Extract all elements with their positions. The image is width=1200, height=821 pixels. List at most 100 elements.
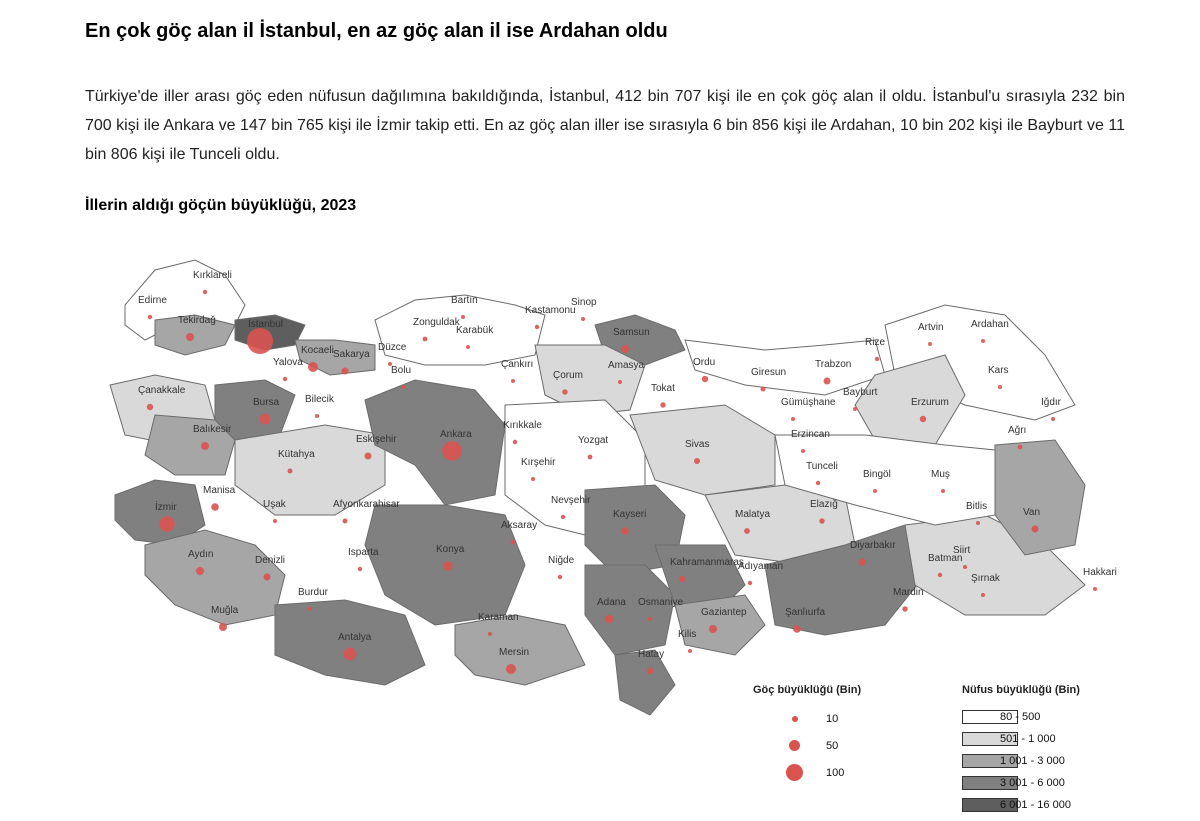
bubble-bitlis [976,521,980,525]
legend-bubble-100 [786,764,803,781]
bubble-balıkesir [201,442,209,450]
label-i-stanbul: İstanbul [248,317,283,330]
bubble-ankara [442,441,462,461]
label-siirt: Siirt [953,545,970,556]
bubble-tekirdağ [186,333,194,341]
bubble-şanlıurfa [793,625,801,633]
legend-swatch-3001-6000 [962,776,1018,790]
bubble-muş [941,489,945,493]
bubble-edirne [147,314,153,320]
bubble-trabzon [823,377,831,385]
label-ağrı: Ağrı [1008,425,1026,436]
turkey-province-map: Kırklareli Edirne Tekirdağ İstanbul Kocaeli S… [85,245,1135,725]
bubble-afyonkarahisar [342,518,348,524]
bubble-çorum [562,389,568,395]
bubble-yalova [282,376,288,382]
region-southeast-east [904,514,1086,616]
label-sinop: Sinop [571,297,597,308]
label-batman: Batman [928,553,962,564]
bubble-ağrı [1017,444,1023,450]
label-mersin: Mersin [499,647,529,658]
bubble-amasya [618,380,622,384]
label-nevşehir: Nevşehir [551,495,591,506]
bubble-hakkari [1093,587,1097,591]
label-niğde: Niğde [548,555,575,566]
label-denizli: Denizli [255,555,285,566]
label-muş: Muş [931,469,950,480]
label-kırklareli: Kırklareli [193,270,232,281]
migration-bubbles [146,289,1097,675]
bubble-uşak [273,519,277,523]
bubble-niğde [557,574,563,580]
label-gaziantep: Gaziantep [701,607,747,618]
bubble-kars [998,385,1002,389]
bubble-i-zmir [159,516,175,532]
legend-swatch-label-0: 80 - 500 [1000,711,1041,723]
label-kilis: Kilis [678,629,696,640]
bubble-samsun [621,345,629,353]
label-erzincan: Erzincan [791,429,830,440]
region-ankara [364,379,506,506]
label-ardahan: Ardahan [971,319,1009,330]
label-elazığ: Elazığ [810,499,838,510]
bubble-malatya [744,528,750,534]
bubble-nevşehir [560,514,566,520]
bubble-kahramanmaraş [678,575,686,583]
bubble-osmaniye [647,616,653,622]
region-hatay [614,649,676,716]
bubble-burdur [308,607,312,611]
label-kocaeli: Kocaeli [301,345,334,356]
bubble-bursa [259,413,271,425]
legend-swatch-label-4: 6 001 - 16 000 [1000,799,1071,811]
region-tekirdag [154,314,236,356]
bubble-ardahan [981,339,985,343]
label-bursa: Bursa [253,397,280,408]
legend-bubble-label-100: 100 [826,767,845,779]
label-ankara: Ankara [440,429,472,440]
bubble-artvin [928,342,932,346]
label-tunceli: Tunceli [806,461,838,472]
bubble-isparta [357,566,363,572]
label-gümüşhane: Gümüşhane [781,397,836,408]
bubble-hatay [646,667,654,675]
bubble-denizli [263,573,271,581]
bubble-gümüşhane [791,417,795,421]
legend-swatch-1001-3000 [962,754,1018,768]
bubble-aydın [196,567,204,575]
region-inner-west [234,424,386,516]
bubble-i-stanbul [247,328,273,354]
label-malatya: Malatya [735,509,770,520]
label-afyonkarahisar: Afyonkarahisar [333,499,400,510]
bubble-iğdır [1051,417,1055,421]
bubble-sakarya [341,367,349,375]
bubble-bartın [461,315,465,319]
label-bayburt: Bayburt [843,387,878,398]
label-giresun: Giresun [751,367,786,378]
bubble-tunceli [815,480,821,486]
legend-bubble-10 [792,716,798,722]
region-eastern-white [774,434,996,526]
label-bilecik: Bilecik [305,394,335,405]
label-hatay: Hatay [638,649,664,660]
label-edirne: Edirne [138,295,167,306]
bubble-çanakkale [146,403,154,411]
region-corum-amasya [534,344,646,416]
bubble-kayseri [621,527,629,535]
bubble-bilecik [315,414,319,418]
legend-bubble-50 [789,740,800,751]
label-bitlis: Bitlis [966,501,987,512]
label-sivas: Sivas [685,439,709,450]
label-antalya: Antalya [338,632,372,643]
label-bartın: Bartın [451,295,478,306]
label-karaman: Karaman [478,612,519,623]
label-aksaray: Aksaray [501,520,537,531]
label-adıyaman: Adıyaman [738,561,783,572]
label-yozgat: Yozgat [578,435,608,446]
bubble-antalya [343,647,357,661]
label-şırnak: Şırnak [971,573,1001,584]
label-düzce: Düzce [378,342,407,353]
bubble-adana [604,614,614,624]
legend-swatch-501-1000 [962,732,1018,746]
bubble-tokat [660,402,666,408]
